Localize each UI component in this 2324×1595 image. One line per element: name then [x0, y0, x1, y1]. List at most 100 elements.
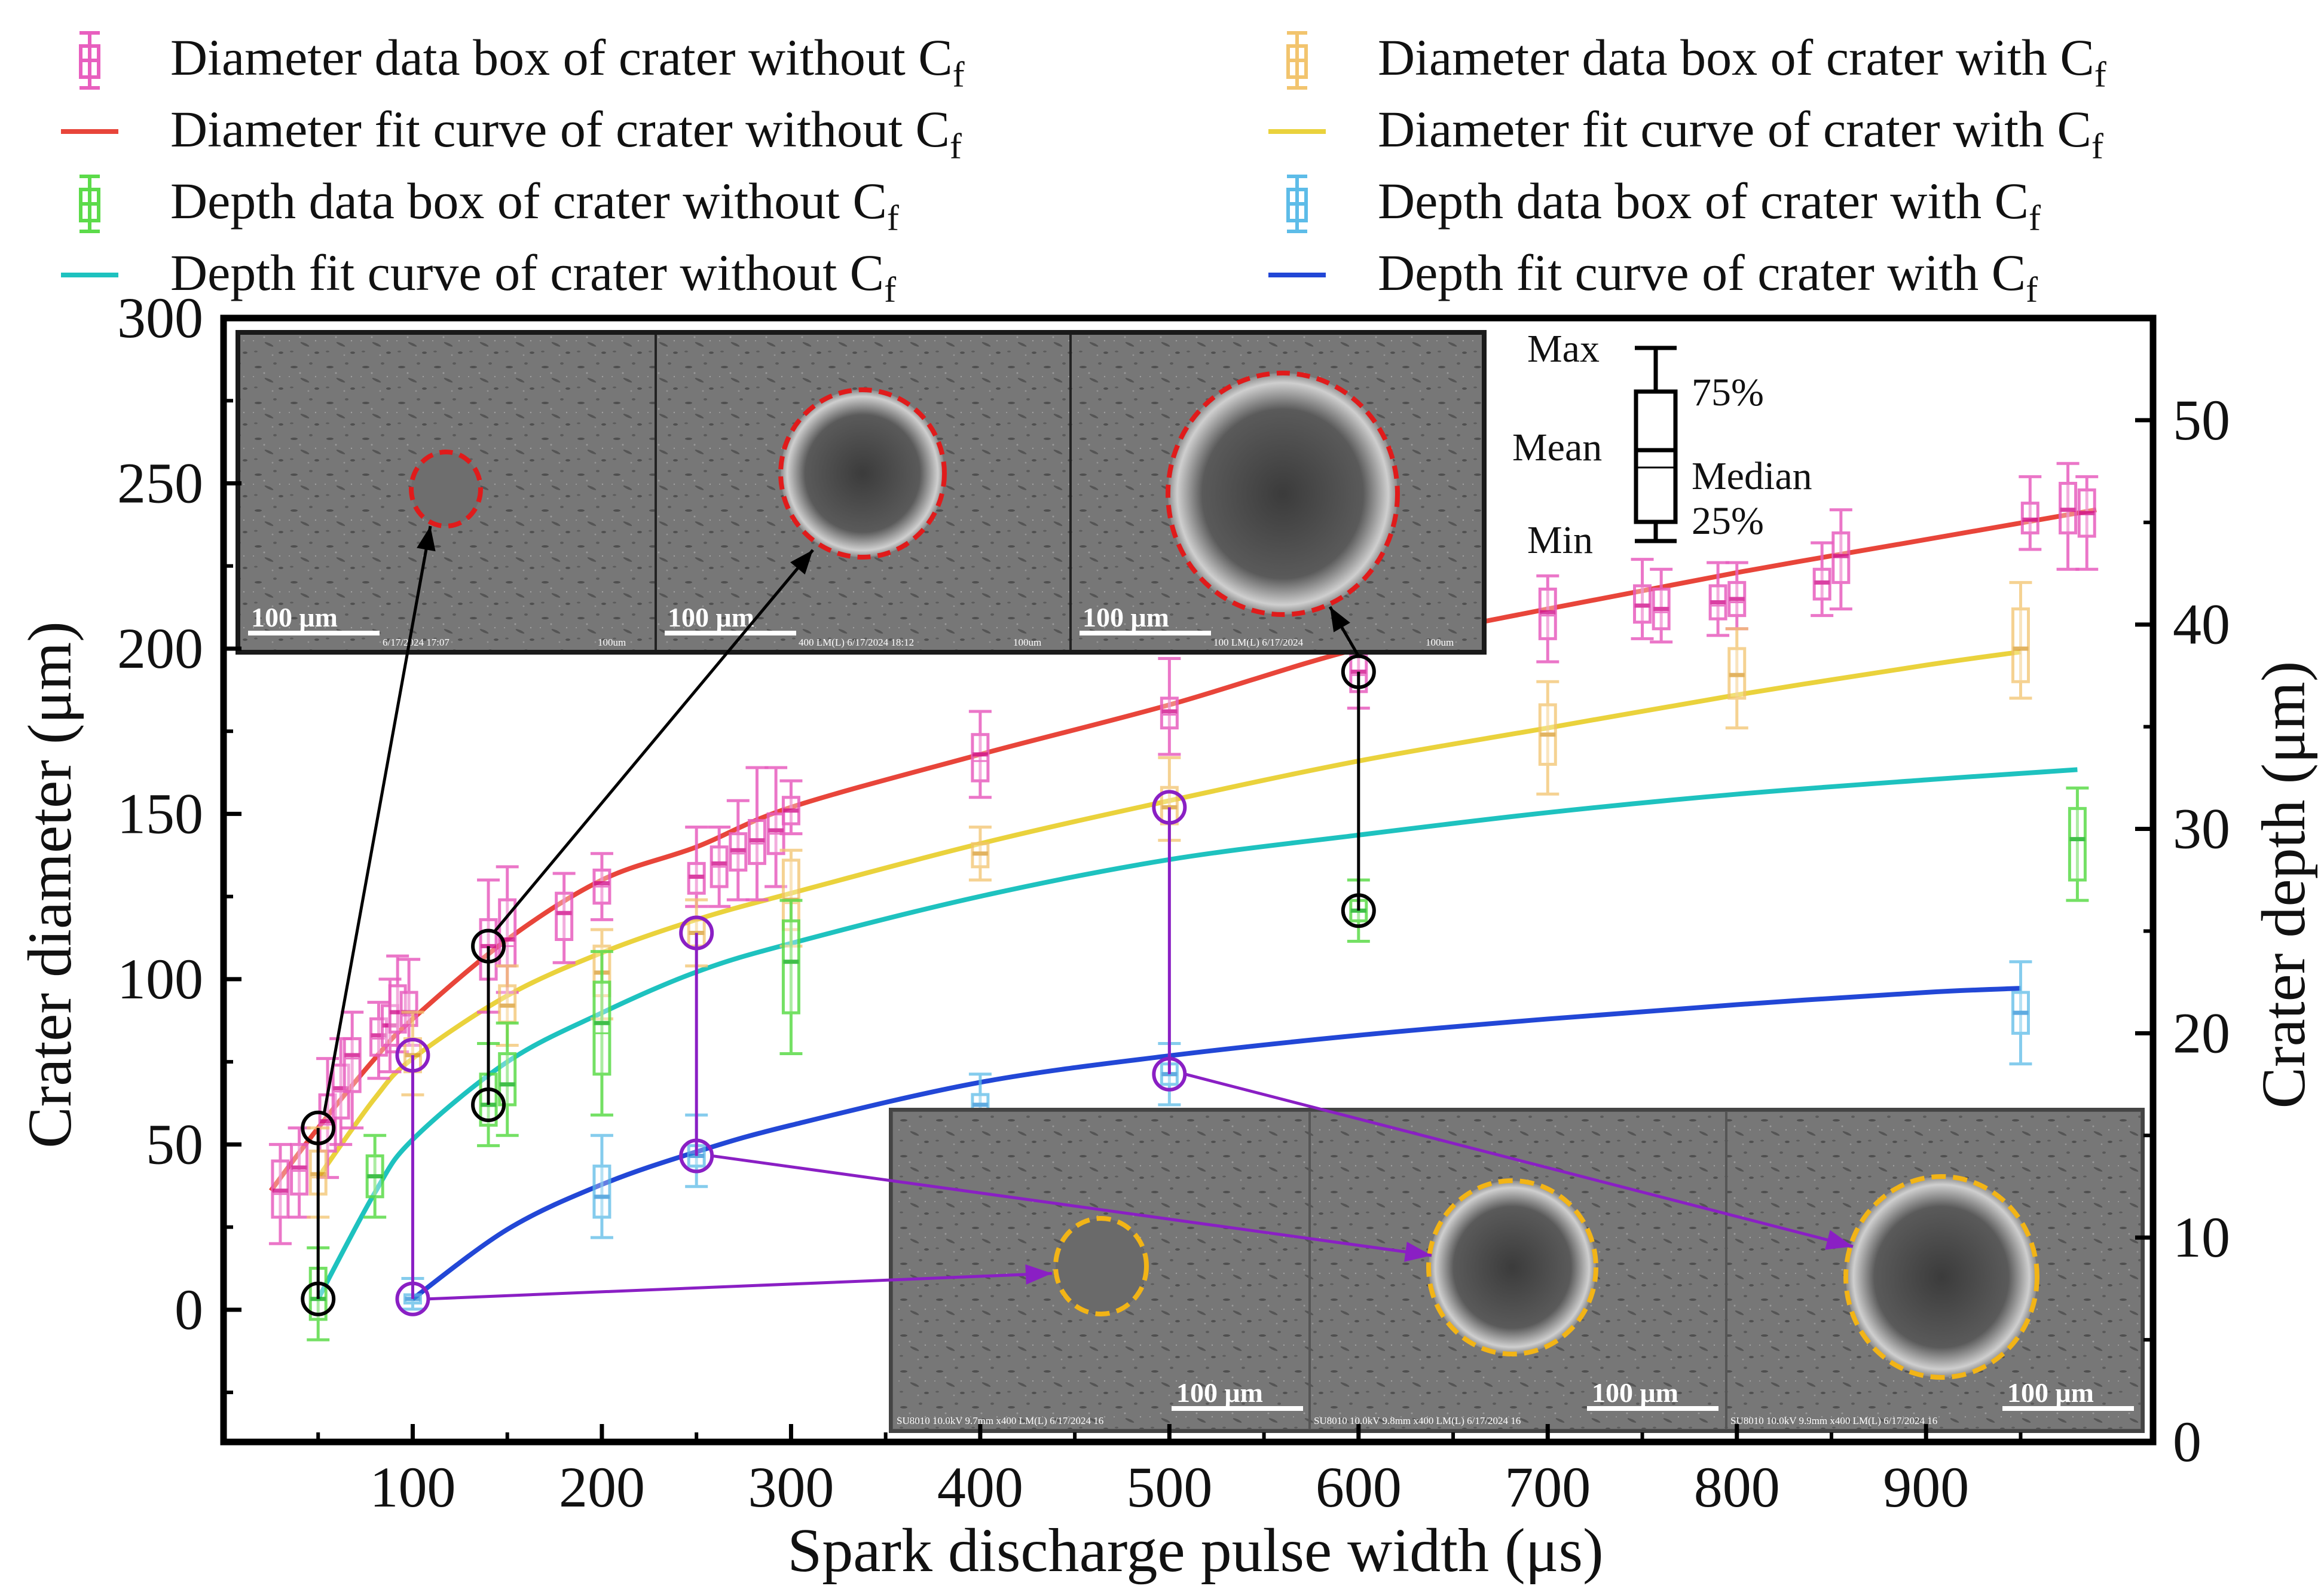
connector-arrowhead: [1404, 1242, 1432, 1262]
y-right-tick-labels: 0 10 20 30 40 50: [2173, 388, 2230, 1474]
crater-image: [1168, 373, 1398, 615]
sem-metadata: SU8010 10.0kV 9.9mm x400 LM(L) 6/17/2024…: [1730, 1415, 1937, 1426]
bottom-inset-panel-3: 100 μm SU8010 10.0kV 9.9mm x400 LM(L) 6/…: [1727, 1112, 2140, 1429]
legend-entry-depth-box-without: Depth data box of crater without Cf: [79, 172, 899, 238]
sem-metadata: SU8010 10.0kV 9.7mm x400 LM(L) 6/17/2024…: [897, 1415, 1103, 1426]
connector-arrow-line: [493, 549, 814, 933]
bottom-inset: 100 μm SU8010 10.0kV 9.7mm x400 LM(L) 6/…: [889, 1108, 2145, 1433]
scale-bar-label: 100 μm: [251, 602, 338, 632]
x-axis-title: Spark discharge pulse width (μs): [787, 1516, 1603, 1585]
scale-bar: [1172, 1406, 1303, 1411]
data-box: [590, 1133, 613, 1239]
sem-metadata-2: 100um: [598, 637, 626, 648]
data-box: [1650, 567, 1673, 644]
sem-metadata: 6/17/2024 17:07: [383, 637, 449, 648]
data-box: [1725, 627, 1748, 730]
marker-circle-diameter: [471, 928, 506, 964]
key-label-q1: 25%: [1692, 499, 1764, 543]
x-tick-label: 700: [1505, 1455, 1591, 1519]
sem-metadata-2: 100um: [1426, 637, 1454, 648]
scale-bar-label: 100 μm: [668, 602, 754, 632]
crater-outline: [1426, 1178, 1598, 1356]
connector-arrowhead: [790, 550, 813, 575]
legend-label: Diameter fit curve of crater without Cf: [170, 100, 962, 166]
sem-metadata-2: 100um: [1013, 637, 1041, 648]
data-box: [779, 779, 803, 836]
data-box: [1536, 680, 1559, 796]
data-box: [1631, 558, 1654, 640]
marker-circle-depth: [471, 1087, 506, 1122]
connector-arrow-line: [711, 1154, 1432, 1257]
scale-bar-label: 100 μm: [1083, 602, 1169, 632]
connector-arrowhead: [1825, 1230, 1853, 1250]
marker-circle-diameter: [395, 1038, 430, 1073]
y-right-tick-label: 20: [2173, 1001, 2230, 1065]
data-box: [708, 826, 731, 908]
key-label-q3: 75%: [1692, 371, 1764, 414]
legend-swatch-box: [1286, 31, 1308, 90]
data-box: [552, 872, 576, 964]
box-iqr: [399, 991, 418, 1027]
legend-swatch-box: [1286, 175, 1308, 233]
fit-curve-depth-fit-without: [316, 767, 2078, 1300]
crater-outline: [1166, 371, 1400, 617]
plot-frame: [220, 314, 2157, 1446]
key-label-median: Median: [1692, 454, 1812, 498]
legend-entry-depth-box-with: Depth data box of crater with Cf: [1286, 172, 2041, 238]
highlight-markers: [301, 525, 1854, 1316]
data-box: [1536, 574, 1559, 664]
data-box: [2066, 786, 2089, 902]
sem-metadata: 100 LM(L) 6/17/2024: [1213, 637, 1304, 648]
data-box: [590, 852, 613, 921]
box-iqr: [971, 733, 990, 783]
y-left-tick-label: 100: [117, 947, 203, 1011]
box-iqr: [2068, 806, 2087, 882]
y-left-tick-label: 150: [117, 781, 203, 845]
scale-bar-label: 100 μm: [1176, 1377, 1263, 1408]
data-box: [2075, 475, 2099, 571]
crater-outline: [778, 387, 947, 560]
connector-arrow-line: [322, 525, 432, 1114]
fit-curve-diam-fit-with: [316, 649, 2022, 1179]
data-box: [496, 1021, 519, 1137]
y-left-tick-label: 250: [117, 451, 203, 515]
data-box: [726, 799, 750, 902]
legend-entry-depth-fit-with: Depth fit curve of crater with Cf: [1268, 244, 2038, 310]
key-label-mean: Mean: [1512, 426, 1602, 469]
x-tick-label: 800: [1694, 1455, 1780, 1519]
crater-outline: [1843, 1174, 2039, 1380]
box-iqr: [555, 891, 574, 942]
top-inset-panel-2: 100 μm 400 LM(L) 6/17/2024 18:12 100um: [657, 335, 1069, 650]
x-tick-labels: 100 200 300 400 500 600 700 800 900: [369, 1455, 1969, 1519]
legend: Diameter data box of crater without Cf D…: [61, 29, 2106, 310]
connector-arrow-line: [428, 1272, 1053, 1301]
crater-image: [781, 390, 944, 557]
connector-arrowhead: [1330, 607, 1350, 632]
y-right-tick-label: 30: [2173, 797, 2230, 861]
x-tick-label: 300: [748, 1455, 834, 1519]
x-tick-label: 600: [1316, 1455, 1402, 1519]
legend-entry-diam-box-with: Diameter data box of crater with Cf: [1286, 29, 2106, 94]
sem-metadata: 400 LM(L) 6/17/2024 18:12: [799, 637, 914, 648]
scale-bar-label: 100 μm: [1592, 1377, 1678, 1408]
bottom-inset-panel-2: 100 μm SU8010 10.0kV 9.8mm x400 LM(L) 6/…: [1311, 1112, 1725, 1429]
box-iqr: [592, 1165, 611, 1219]
legend-entry-depth-fit-without: Depth fit curve of crater without Cf: [61, 244, 896, 310]
data-box: [2009, 960, 2032, 1066]
key-label-min: Min: [1527, 518, 1593, 562]
marker-circle-diameter: [1152, 790, 1187, 825]
key-label-max: Max: [1527, 327, 1600, 371]
data-box: [1725, 561, 1748, 631]
box-iqr: [592, 980, 611, 1076]
connector-arrowhead: [417, 526, 436, 552]
data-box: [268, 1142, 292, 1245]
box-iqr: [781, 919, 800, 1015]
x-tick-label: 900: [1883, 1455, 1969, 1519]
marker-circle-diameter: [301, 1110, 336, 1145]
data-box: [288, 1126, 311, 1219]
x-tick-label: 500: [1126, 1455, 1212, 1519]
data-box: [2009, 580, 2032, 700]
crater-image: [1846, 1177, 2037, 1377]
data-box: [341, 1010, 364, 1130]
